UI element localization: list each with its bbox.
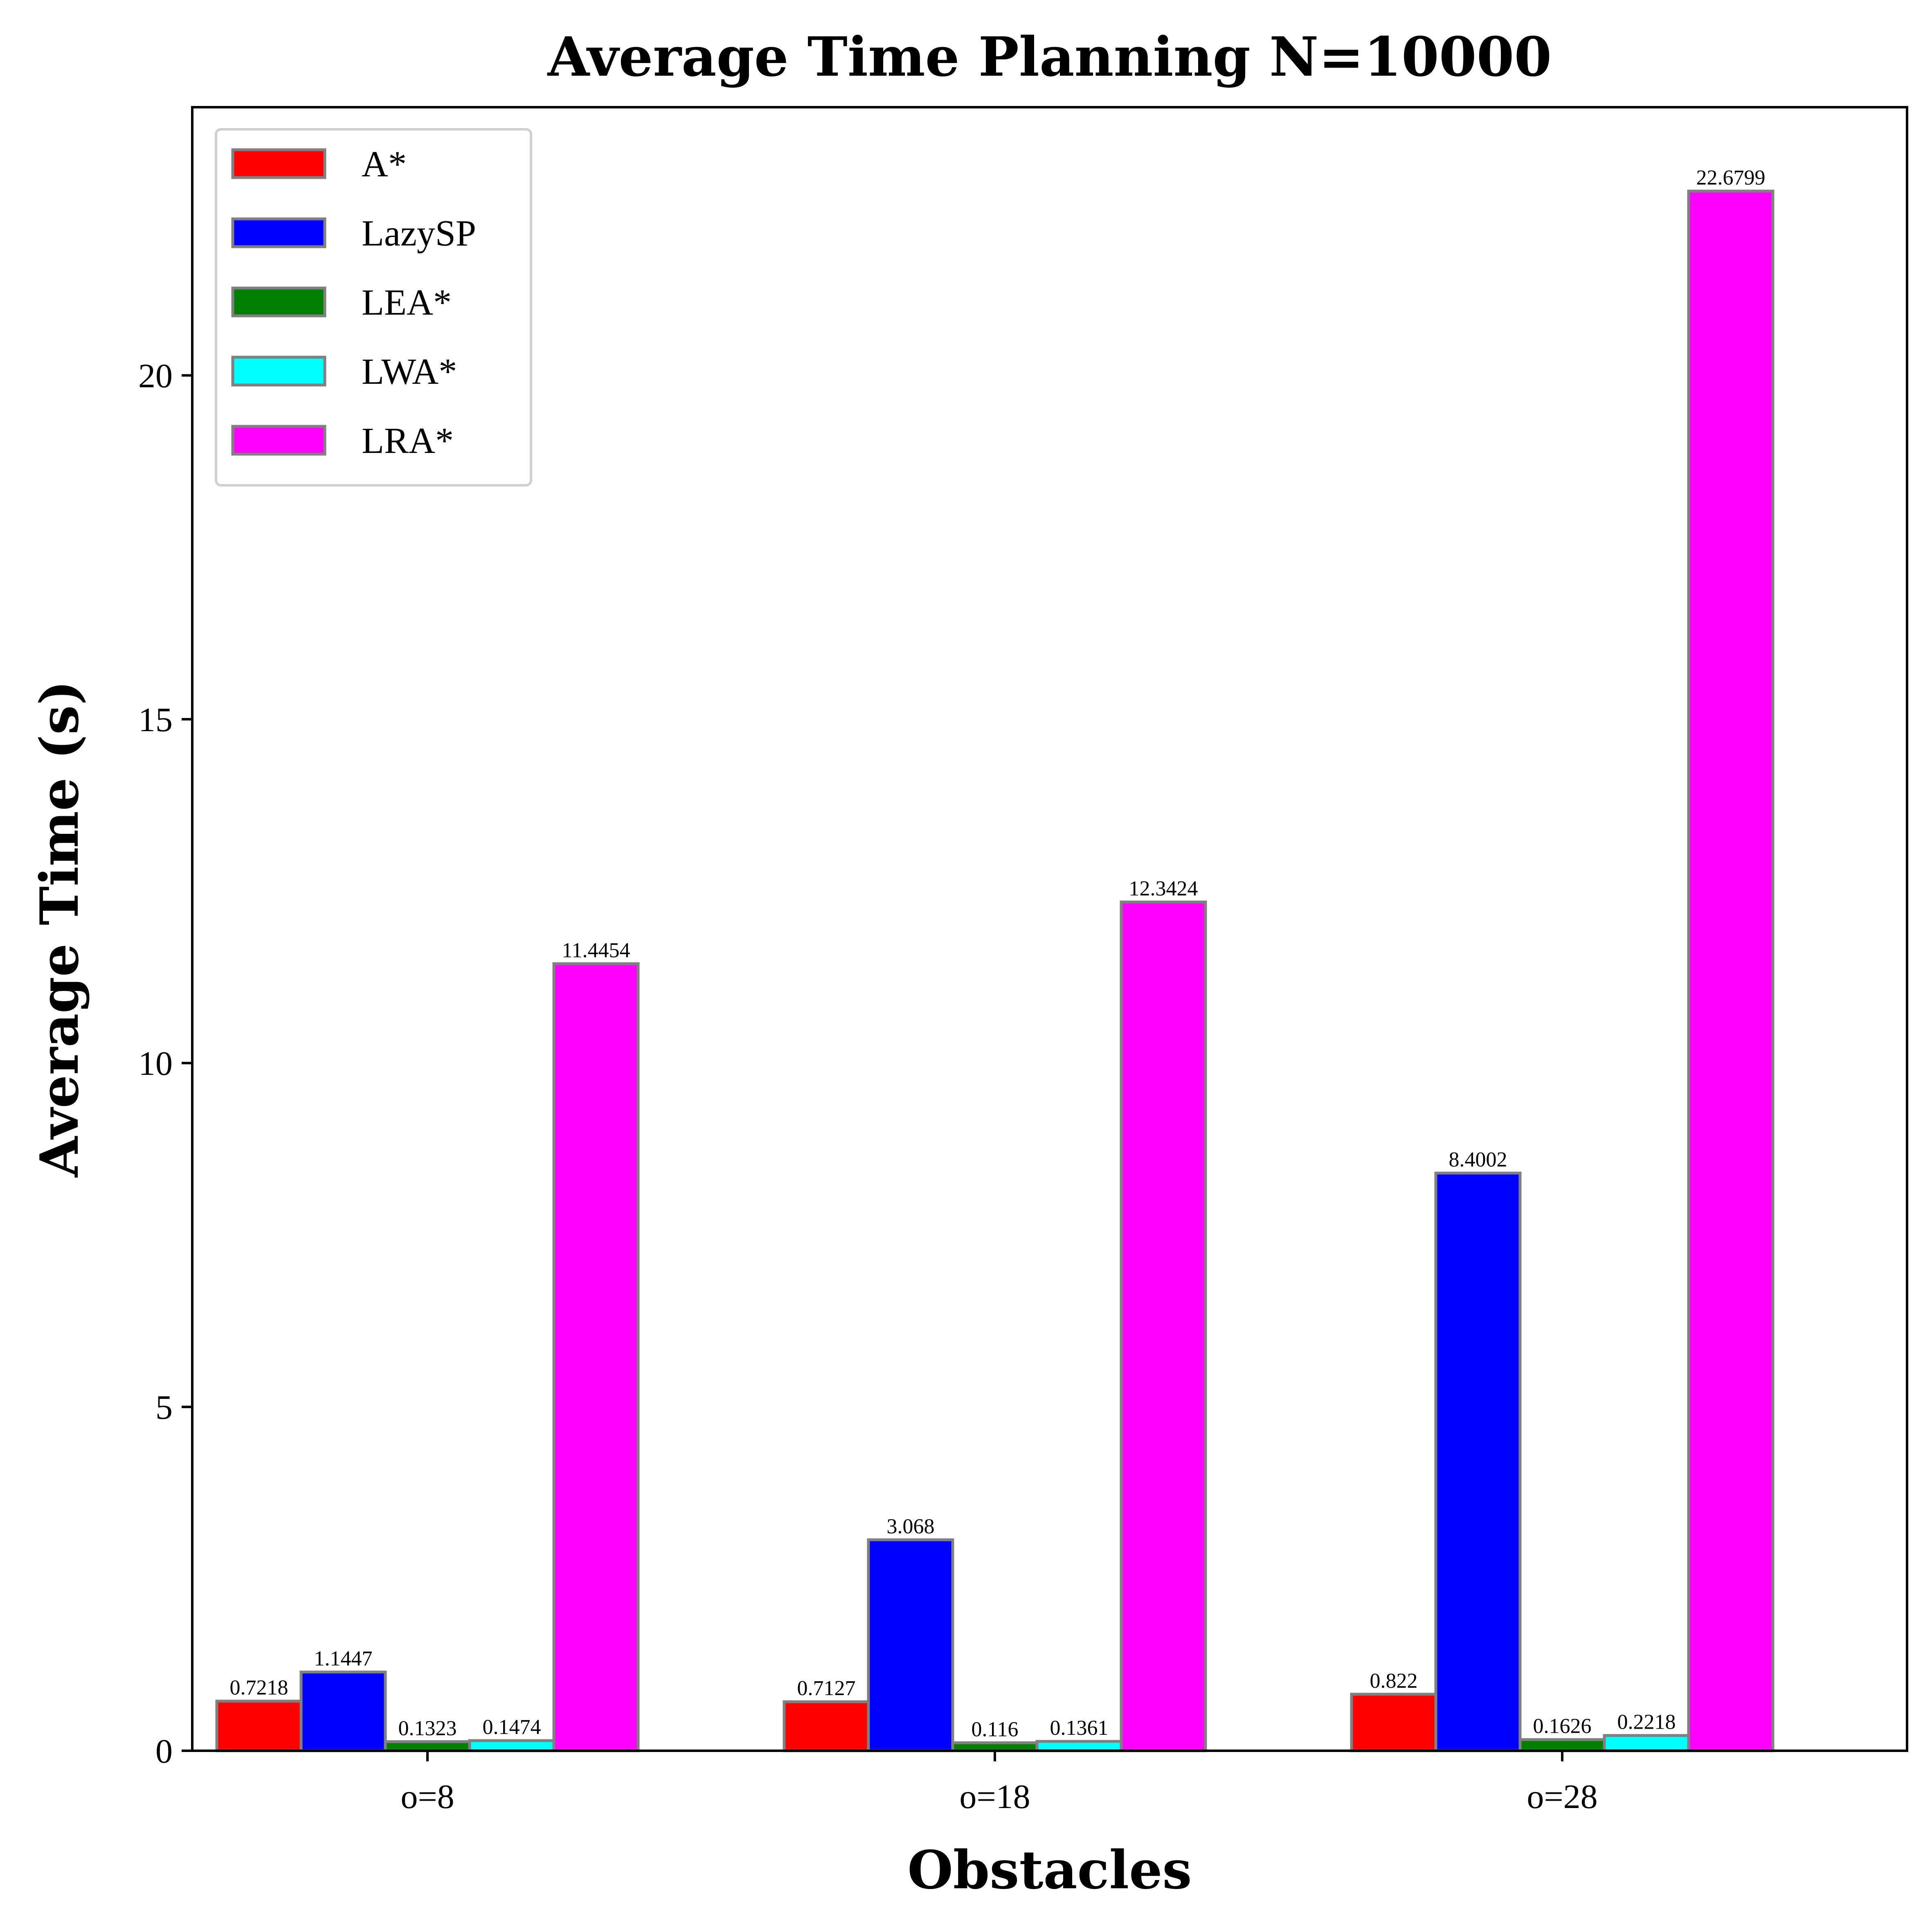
legend-label: LEA* <box>362 282 452 323</box>
data-label: 0.1626 <box>1533 1715 1592 1738</box>
bar-lra-o28 <box>1687 189 1775 1752</box>
x-tick-label: o=8 <box>400 1778 454 1816</box>
data-label: 8.4002 <box>1449 1148 1507 1171</box>
y-tick-label: 10 <box>138 1045 173 1083</box>
x-axis-label: Obstacles <box>907 1840 1192 1901</box>
bar-lwa-o28 <box>1603 1734 1690 1752</box>
legend-swatch <box>231 217 326 248</box>
bar-lea-o28 <box>1518 1738 1606 1752</box>
bar-lwa-o18 <box>1035 1740 1123 1752</box>
legend-items: A* LazySP LEA* LWA* LRA* <box>231 144 476 461</box>
bar-lra-o8 <box>552 962 640 1752</box>
legend-label: LRA* <box>362 421 454 461</box>
legend-swatch <box>231 286 326 317</box>
data-label: 0.7127 <box>797 1677 856 1700</box>
data-label: 0.116 <box>971 1718 1018 1741</box>
y-tick-label: 5 <box>155 1389 173 1427</box>
legend-swatch <box>231 148 326 179</box>
data-label: 1.1447 <box>314 1647 373 1671</box>
legend-label: A* <box>362 144 407 185</box>
bar-lea-o8 <box>384 1740 471 1752</box>
bar-lazysp-o8 <box>299 1671 387 1752</box>
x-tick-label: o=18 <box>959 1778 1030 1816</box>
data-label: 0.2218 <box>1617 1711 1676 1734</box>
x-tick-label: o=28 <box>1527 1778 1597 1816</box>
y-axis-ticks: 0 5 10 15 20 <box>138 357 192 1770</box>
bars-layer <box>215 189 1775 1752</box>
data-label: 0.1361 <box>1050 1716 1109 1740</box>
data-label: 3.068 <box>887 1515 935 1538</box>
bar-lra-o18 <box>1120 901 1207 1752</box>
legend-swatch <box>231 425 326 456</box>
data-label: 0.1323 <box>398 1717 457 1740</box>
legend-swatch <box>231 356 326 387</box>
legend-label: LazySP <box>362 213 476 254</box>
bar-lazysp-o18 <box>867 1538 954 1752</box>
legend: A* LazySP LEA* LWA* LRA* <box>215 128 532 486</box>
plot-frame <box>191 106 1908 1752</box>
bar-lazysp-o28 <box>1434 1171 1522 1752</box>
y-tick-label: 20 <box>138 357 173 395</box>
data-label: 0.822 <box>1370 1669 1418 1693</box>
bar-a-o18 <box>783 1700 870 1752</box>
legend-label: LWA* <box>362 351 457 392</box>
y-axis-label: Average Time (s) <box>29 680 90 1178</box>
data-label: 22.6799 <box>1696 166 1766 189</box>
x-axis-ticks: o=8 o=18 o=28 <box>400 1751 1598 1816</box>
bar-a-o28 <box>1350 1693 1437 1752</box>
data-label: 0.7218 <box>230 1676 288 1700</box>
bar-lwa-o8 <box>468 1739 556 1752</box>
data-label: 12.3424 <box>1129 877 1198 901</box>
data-label: 11.4454 <box>562 939 630 962</box>
y-tick-label: 0 <box>155 1732 173 1770</box>
y-tick-label: 15 <box>138 701 173 739</box>
chart-title: Average Time Planning N=10000 <box>547 25 1552 89</box>
data-label: 0.1474 <box>483 1716 541 1739</box>
data-labels-layer: 0.7218 0.7127 0.822 1.1447 3.068 8.4002 0.1323… <box>230 166 1766 1741</box>
bar-a-o8 <box>215 1700 303 1752</box>
